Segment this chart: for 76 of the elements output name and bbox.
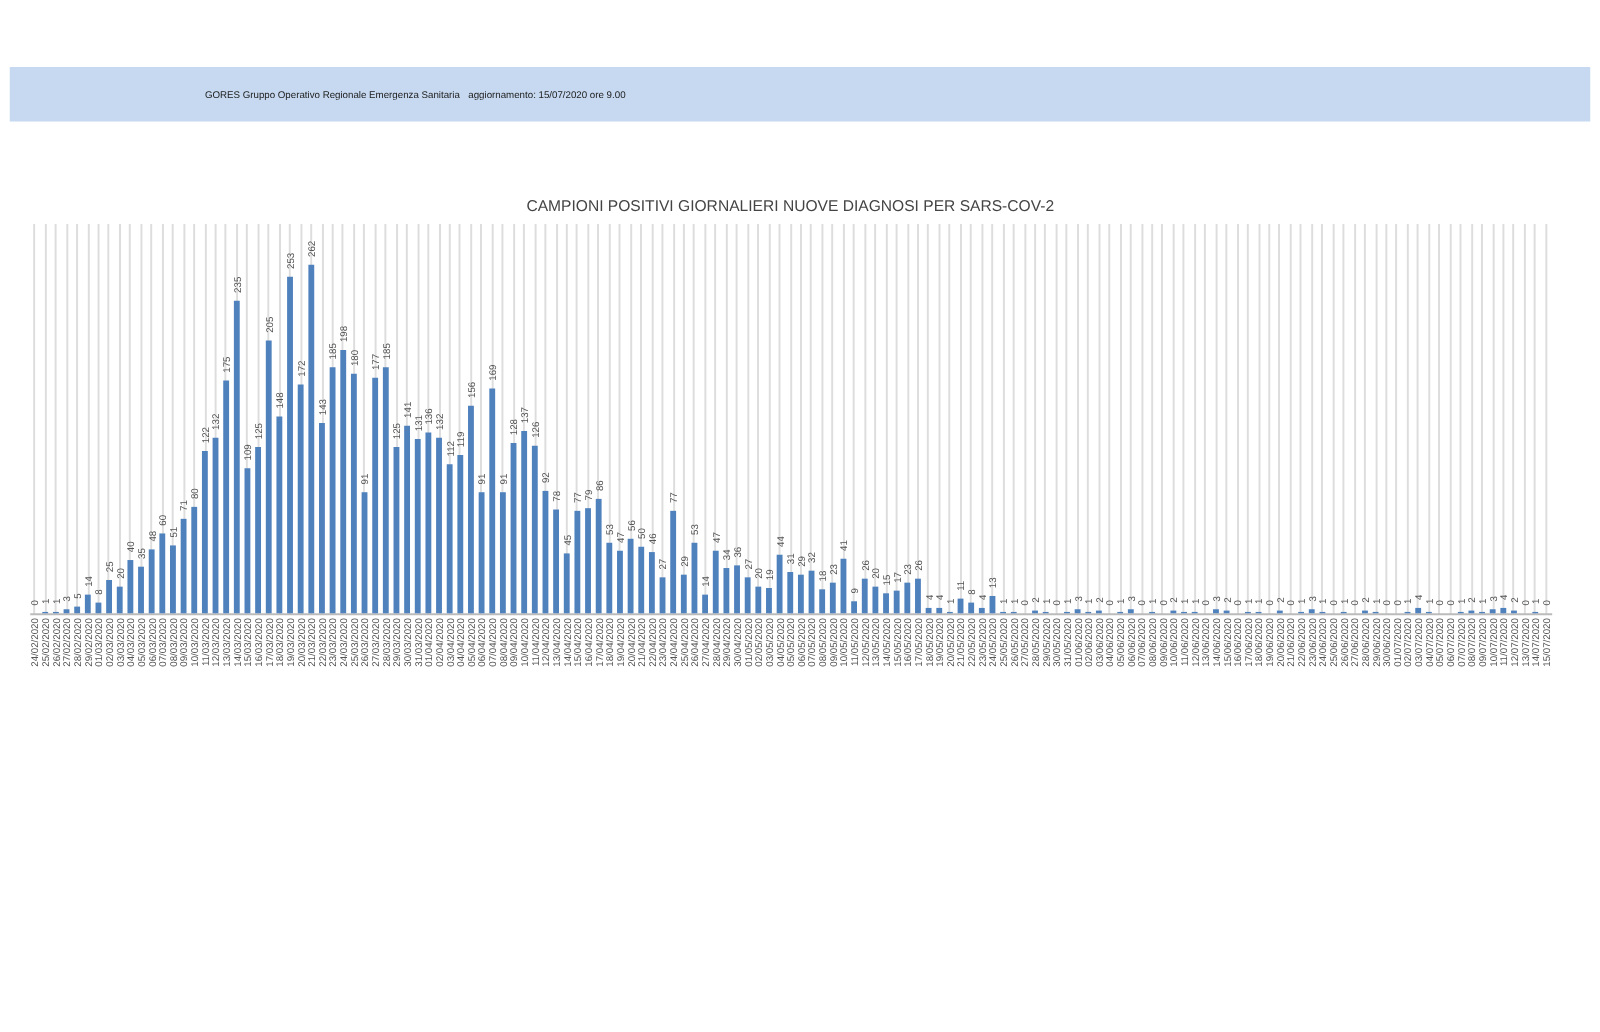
bar	[201, 451, 208, 614]
bar	[531, 445, 538, 614]
bar	[819, 589, 826, 614]
bar	[776, 554, 783, 614]
bar	[499, 492, 506, 614]
bar	[851, 601, 858, 614]
bar	[680, 574, 687, 614]
bar	[553, 509, 560, 614]
bar	[425, 432, 432, 614]
bar	[233, 300, 240, 614]
bar	[297, 384, 304, 614]
bar	[925, 607, 932, 614]
bar	[968, 602, 975, 614]
bar	[1500, 607, 1507, 614]
bar	[755, 586, 762, 614]
bar	[606, 542, 613, 614]
bar	[670, 510, 677, 614]
bar	[404, 425, 411, 614]
bar	[265, 340, 272, 614]
bar	[84, 594, 91, 614]
bar	[638, 546, 645, 614]
bar	[127, 560, 134, 614]
bar	[648, 552, 655, 614]
bar	[287, 276, 293, 614]
bar	[191, 506, 198, 614]
bar	[372, 377, 379, 614]
bar	[308, 264, 315, 614]
bar	[457, 454, 464, 614]
bar	[829, 582, 836, 614]
bar	[478, 492, 485, 614]
bar	[436, 437, 442, 614]
bar	[223, 380, 230, 614]
bar	[787, 572, 794, 614]
bar	[563, 553, 570, 614]
bar	[574, 510, 581, 614]
bar	[329, 367, 336, 614]
bar	[585, 508, 591, 614]
bar	[904, 582, 911, 614]
bar	[446, 464, 453, 614]
bar	[170, 545, 176, 614]
bar	[766, 587, 772, 614]
bar	[883, 593, 889, 614]
bar	[138, 566, 144, 614]
bar	[734, 565, 740, 614]
bar	[74, 606, 81, 614]
bar	[106, 580, 113, 614]
bar	[489, 388, 496, 614]
bar	[595, 498, 602, 614]
bar	[319, 423, 325, 614]
bar	[723, 568, 730, 614]
chart-title: CAMPIONI POSITIVI GIORNALIERI NUOVE DIAGNOSI PER SARS-COV-2	[526, 197, 1055, 216]
bar	[255, 447, 262, 614]
bar	[797, 574, 804, 614]
bar	[617, 550, 623, 614]
bar	[468, 405, 474, 614]
bar	[159, 533, 166, 614]
bar	[936, 607, 943, 614]
bar	[340, 349, 347, 614]
bar	[116, 586, 123, 614]
bar	[744, 577, 751, 614]
bar	[978, 607, 985, 614]
bar	[861, 578, 868, 614]
bar	[1415, 607, 1422, 614]
bar	[872, 586, 879, 614]
bar	[414, 439, 421, 614]
bar	[180, 518, 187, 614]
bar	[350, 373, 357, 614]
bar	[382, 367, 389, 614]
bar	[893, 590, 900, 614]
bar	[702, 594, 709, 614]
bar	[276, 416, 283, 614]
bar	[915, 578, 921, 614]
bar	[627, 538, 634, 614]
bar	[712, 550, 719, 614]
bar	[148, 549, 155, 614]
bar	[521, 431, 528, 614]
